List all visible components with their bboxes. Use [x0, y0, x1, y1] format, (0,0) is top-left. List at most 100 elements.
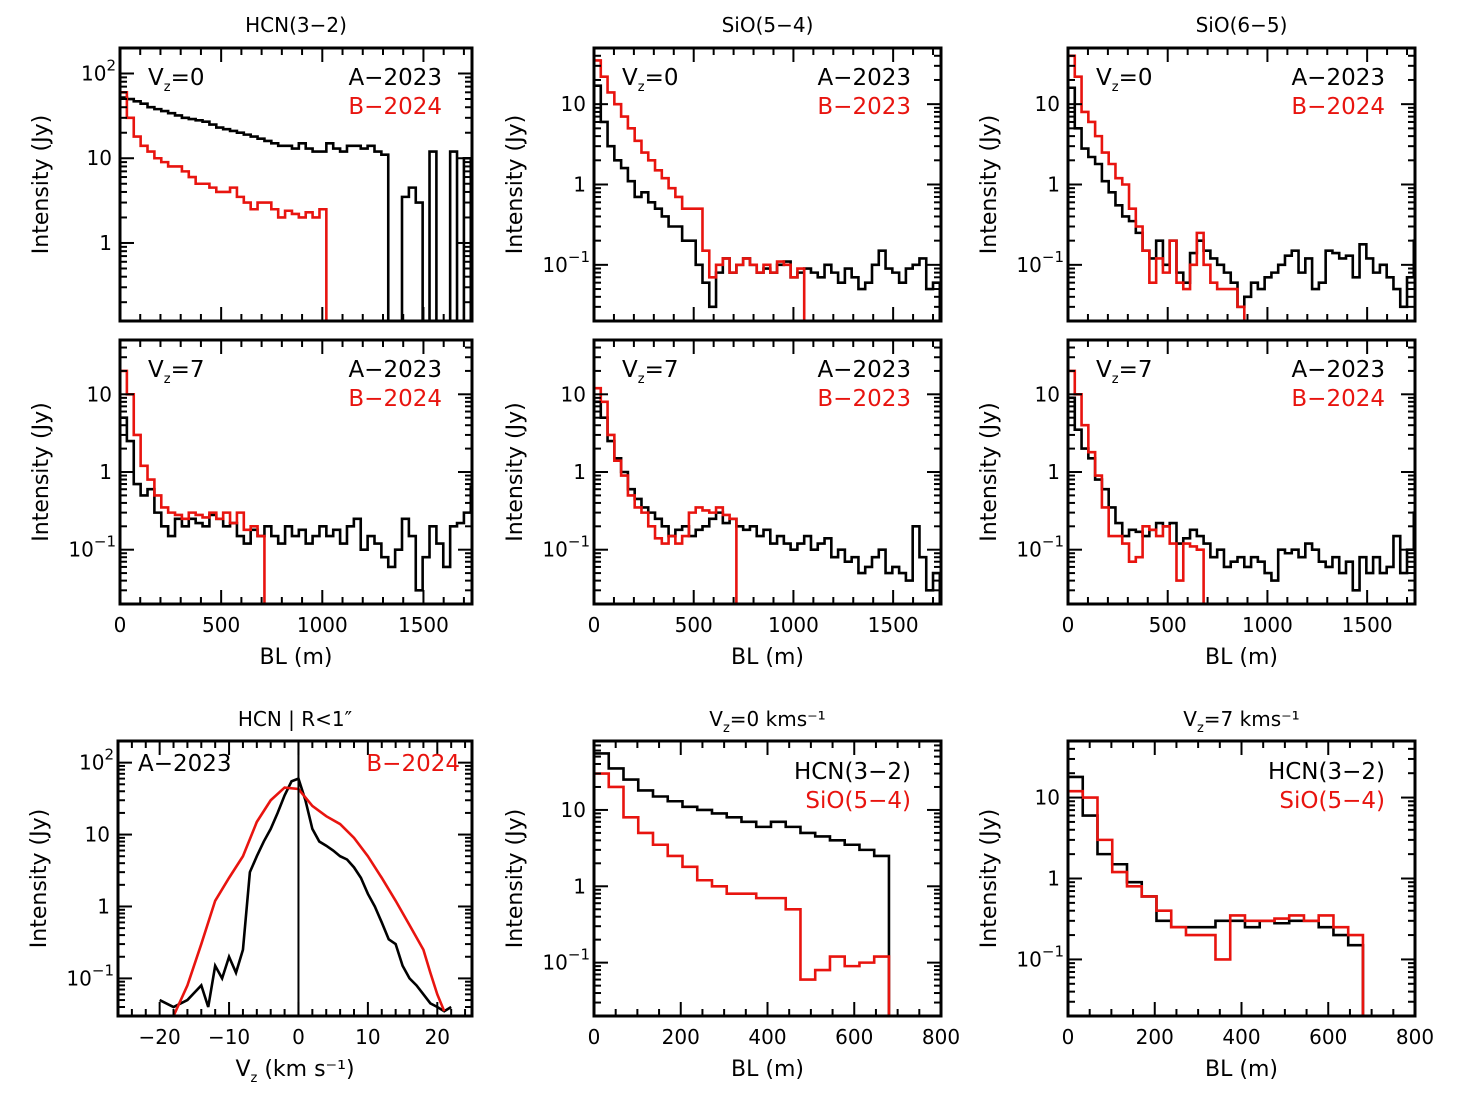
legend-entry-b: B−2024	[1291, 386, 1385, 412]
chart-p2: 10 1 10−1 Intensity (Jy) SiO(5−4) Vz=0 A−2023 B…	[503, 13, 943, 323]
series-b-line	[1068, 54, 1246, 321]
legend-entry-a: A−2023	[1291, 357, 1385, 383]
x-tick-label: 800	[922, 1025, 960, 1049]
series-b-line	[120, 369, 266, 604]
velocity-annotation: Vz=7	[622, 357, 678, 387]
legend-entry-a: A−2023	[817, 357, 911, 383]
plot-frame	[116, 739, 474, 1018]
x-axis-label: BL (m)	[1205, 1057, 1278, 1082]
y-axis-label: Intensity (Jy)	[503, 809, 528, 948]
series-b-line	[120, 91, 328, 321]
legend-entry-b: B−2024	[348, 386, 442, 412]
x-tick-label: 600	[835, 1025, 873, 1049]
legend-entry-b: B−2023	[817, 386, 911, 412]
legend-entry-a: A−2023	[348, 357, 442, 383]
y-axis-label: Intensity (Jy)	[977, 809, 1002, 948]
x-tick-label: 1500	[1342, 613, 1393, 637]
chart-title: HCN | R<1″	[238, 707, 352, 731]
x-tick-label: −20	[139, 1025, 181, 1049]
y-axis-label: Intensity (Jy)	[503, 115, 528, 254]
series-a-line	[1068, 86, 1415, 321]
y-axis-label: Intensity (Jy)	[29, 115, 54, 254]
x-tick-label: −10	[208, 1025, 250, 1049]
legend-entry-a: A−2023	[138, 751, 232, 777]
x-tick-label: 600	[1309, 1025, 1347, 1049]
y-tick-label: 1	[99, 231, 112, 255]
x-axis-label: BL (m)	[731, 1057, 804, 1082]
series-a-line	[159, 776, 452, 1013]
y-tick-label: 10−1	[68, 533, 116, 562]
chart-p3: 10 1 10−1 Intensity (Jy) SiO(6−5) Vz=0 A−2023 B…	[977, 13, 1417, 323]
x-tick-label: 500	[675, 613, 713, 637]
x-axis-label: BL (m)	[731, 645, 804, 670]
y-tick-label: 10−1	[542, 946, 590, 975]
series-a-line	[120, 416, 472, 604]
legend-entry-a: HCN(3−2)	[794, 759, 911, 785]
x-tick-label: 0	[588, 1025, 601, 1049]
x-tick-label: 1000	[297, 613, 348, 637]
x-tick-label: 500	[1149, 613, 1187, 637]
x-tick-label: 20	[425, 1025, 450, 1049]
x-tick-label: 200	[662, 1025, 700, 1049]
x-tick-label: 0	[1062, 613, 1075, 637]
y-tick-label: 1	[573, 460, 586, 484]
chart-p9: 10 1 10−1 0 200 400 600 800 Intensity (Jy) BL (m)…	[977, 707, 1434, 1082]
y-tick-label: 10	[1035, 382, 1060, 406]
x-axis-label: BL (m)	[1205, 645, 1278, 670]
legend-entry-a: A−2023	[817, 65, 911, 91]
x-tick-label: 1000	[768, 613, 819, 637]
series-b-line	[594, 59, 806, 321]
chart-title: Vz=0 kms⁻¹	[709, 707, 825, 736]
velocity-annotation: Vz=0	[148, 65, 204, 95]
y-tick-label: 10−1	[1016, 942, 1064, 971]
y-tick-label: 1	[1047, 173, 1060, 197]
x-tick-label: 0	[588, 613, 601, 637]
y-tick-label: 10−1	[542, 533, 590, 562]
legend-entry-b: B−2023	[817, 94, 911, 120]
y-tick-label: 10−1	[1016, 248, 1064, 277]
series-a-line	[594, 400, 941, 604]
series-a-line	[120, 96, 472, 321]
chart-p1: 102 10 1 Intensity (Jy) HCN(3−2) Vz=0 A−2023 B−…	[29, 13, 474, 323]
y-tick-label: 10	[561, 92, 586, 116]
series-a-line	[594, 752, 891, 1016]
legend-entry-a: HCN(3−2)	[1268, 759, 1385, 785]
y-axis-label: Intensity (Jy)	[29, 402, 54, 541]
chart-title: HCN(3−2)	[245, 13, 347, 37]
legend-entry-b: B−2024	[348, 94, 442, 120]
legend-entry-b: SiO(5−4)	[1279, 788, 1385, 814]
x-tick-label: 400	[748, 1025, 786, 1049]
y-tick-label: 1	[573, 173, 586, 197]
legend-entry-a: A−2023	[348, 65, 442, 91]
x-tick-label: 1000	[1242, 613, 1293, 637]
y-axis-label: Intensity (Jy)	[977, 115, 1002, 254]
y-tick-label: 10	[1035, 92, 1060, 116]
chart-title: SiO(5−4)	[722, 13, 814, 37]
y-tick-label: 10−1	[542, 248, 590, 277]
y-tick-label: 10−1	[66, 961, 114, 990]
velocity-annotation: Vz=0	[622, 65, 678, 95]
y-tick-label: 1	[97, 894, 110, 918]
series-a-line	[1068, 396, 1415, 604]
x-axis-label: Vz (km s⁻¹)	[235, 1057, 354, 1086]
velocity-annotation: Vz=0	[1096, 65, 1152, 95]
chart-p4: 10 1 10−1 0 500 1000 1500 Intensity (Jy) BL (m) V…	[29, 338, 474, 670]
x-axis-label: BL (m)	[260, 645, 333, 670]
x-tick-label: 0	[114, 613, 127, 637]
y-tick-label: 1	[573, 874, 586, 898]
x-tick-label: 0	[1062, 1025, 1075, 1049]
chart-p7: 102 10 1 10−1 −20 −10 0 10 20 Intensity (Jy) Vz (k…	[27, 707, 474, 1086]
x-tick-label: 400	[1222, 1025, 1260, 1049]
y-axis-label: Intensity (Jy)	[977, 402, 1002, 541]
series-b-line	[1068, 789, 1365, 1016]
y-tick-label: 10	[87, 382, 112, 406]
chart-title: SiO(6−5)	[1196, 13, 1288, 37]
y-tick-label: 10	[561, 798, 586, 822]
x-tick-label: 800	[1396, 1025, 1434, 1049]
chart-p5: 10 1 10−1 0 500 1000 1500 Intensity (Jy) BL (m) V…	[503, 338, 943, 670]
x-tick-label: 0	[292, 1025, 305, 1049]
series-b-line	[172, 786, 446, 1016]
series-b-line	[1068, 369, 1205, 604]
series-a-line	[594, 84, 941, 321]
